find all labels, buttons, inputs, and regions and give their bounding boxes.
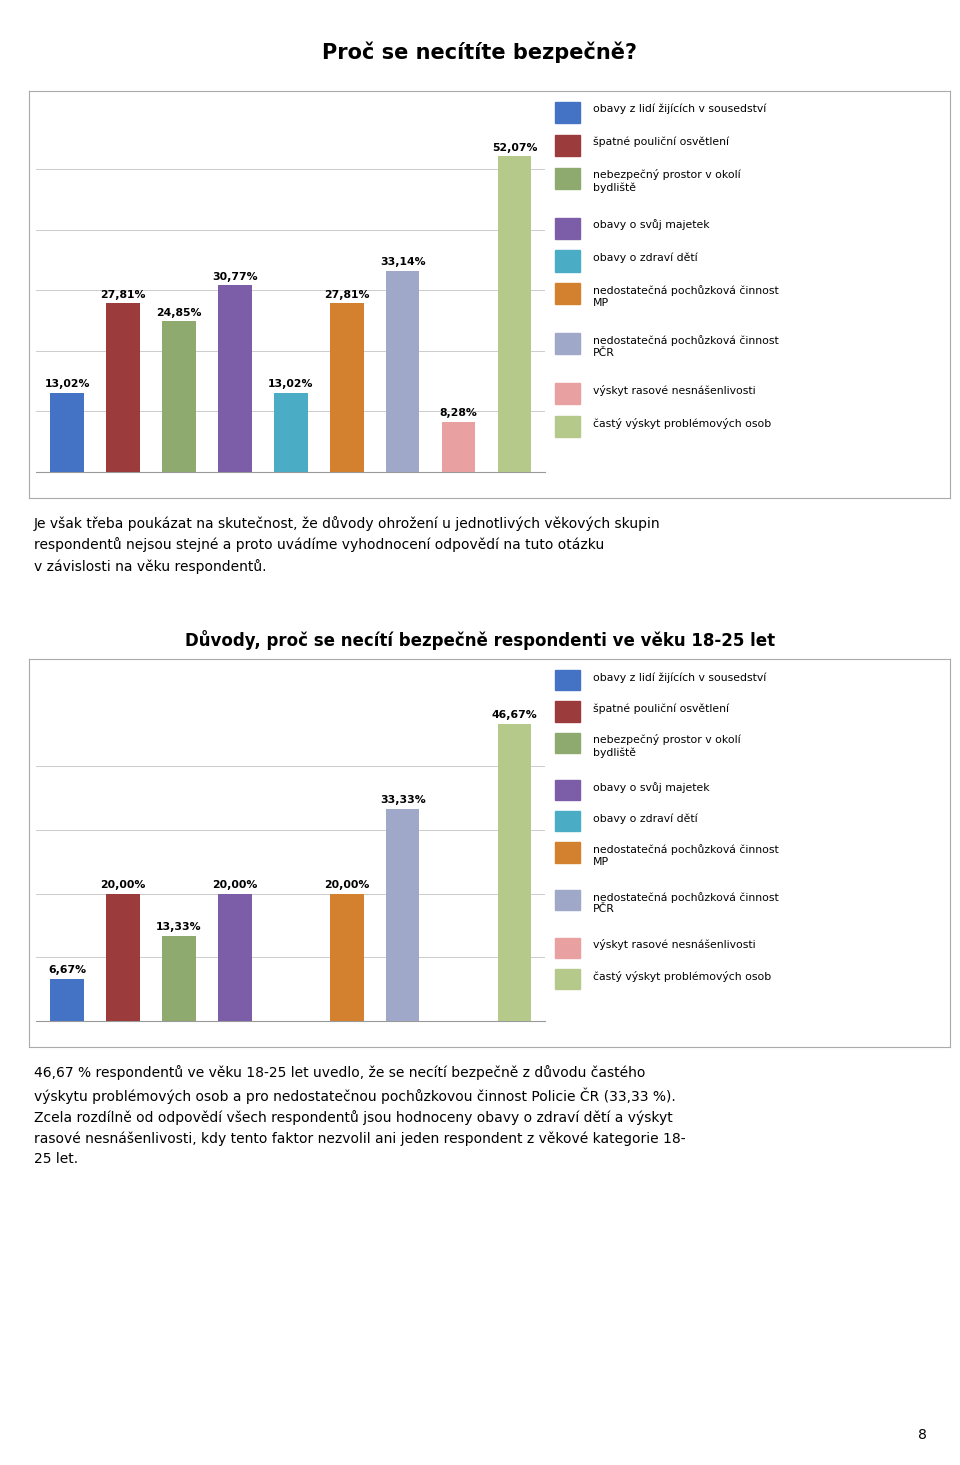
FancyBboxPatch shape <box>555 732 580 753</box>
Text: obavy o svůj majetek: obavy o svůj majetek <box>593 782 709 793</box>
FancyBboxPatch shape <box>555 283 580 305</box>
Text: 46,67%: 46,67% <box>492 709 538 719</box>
FancyBboxPatch shape <box>555 333 580 355</box>
FancyBboxPatch shape <box>555 938 580 958</box>
Bar <box>442 422 475 472</box>
Text: výskyt rasové nesnášenlivosti: výskyt rasové nesnášenlivosti <box>593 939 756 951</box>
Bar <box>497 157 531 472</box>
Bar <box>330 303 364 472</box>
Text: Důvody, proč se necítí bezpečně respondenti ve věku 18-25 let: Důvody, proč se necítí bezpečně responde… <box>185 630 775 650</box>
Text: 13,02%: 13,02% <box>44 379 90 390</box>
Text: nedostatečná pochůzková činnost
MP: nedostatečná pochůzková činnost MP <box>593 844 779 867</box>
FancyBboxPatch shape <box>555 167 580 189</box>
FancyBboxPatch shape <box>555 702 580 722</box>
Text: nedostatečná pochůzková činnost
PČR: nedostatečná pochůzková činnost PČR <box>593 892 779 914</box>
FancyBboxPatch shape <box>555 218 580 239</box>
FancyBboxPatch shape <box>555 671 580 690</box>
Text: 20,00%: 20,00% <box>101 880 146 889</box>
Text: nedostatečná pochůzková činnost
MP: nedostatečná pochůzková činnost MP <box>593 286 779 308</box>
Text: 27,81%: 27,81% <box>324 290 370 300</box>
Bar <box>107 303 140 472</box>
Text: 33,14%: 33,14% <box>380 258 425 268</box>
Text: častý výskyt problémových osob: častý výskyt problémových osob <box>593 418 772 429</box>
Bar <box>386 271 420 472</box>
FancyBboxPatch shape <box>555 416 580 437</box>
Text: 27,81%: 27,81% <box>101 290 146 300</box>
Text: nebezpečný prostor v okolí
bydliště: nebezpečný prostor v okolí bydliště <box>593 170 741 192</box>
Text: obavy z lidí žijících v sousedství: obavy z lidí žijících v sousedství <box>593 672 766 683</box>
Text: 20,00%: 20,00% <box>212 880 257 889</box>
Bar <box>330 894 364 1021</box>
Text: 33,33%: 33,33% <box>380 795 425 804</box>
FancyBboxPatch shape <box>555 135 580 155</box>
Text: 46,67 % respondentů ve věku 18-25 let uvedlo, že se necítí bezpečně z důvodu čas: 46,67 % respondentů ve věku 18-25 let uv… <box>34 1065 685 1166</box>
Bar <box>218 286 252 472</box>
Bar <box>386 809 420 1021</box>
Bar <box>107 894 140 1021</box>
Text: častý výskyt problémových osob: častý výskyt problémových osob <box>593 970 772 982</box>
Text: obavy o zdraví dětí: obavy o zdraví dětí <box>593 252 698 262</box>
Text: 6,67%: 6,67% <box>48 965 86 974</box>
FancyBboxPatch shape <box>555 842 580 863</box>
Text: obavy z lidí žijících v sousedství: obavy z lidí žijících v sousedství <box>593 104 766 114</box>
Text: 8: 8 <box>918 1427 926 1442</box>
Bar <box>51 979 84 1021</box>
Bar <box>162 936 196 1021</box>
Bar <box>218 894 252 1021</box>
Text: obavy o svůj majetek: obavy o svůj majetek <box>593 220 709 230</box>
Text: špatné pouliční osvětlení: špatné pouliční osvětlení <box>593 136 730 146</box>
FancyBboxPatch shape <box>555 968 580 989</box>
FancyBboxPatch shape <box>555 812 580 832</box>
Text: špatné pouliční osvětlení: špatné pouliční osvětlení <box>593 703 730 713</box>
Text: 52,07%: 52,07% <box>492 142 538 152</box>
FancyBboxPatch shape <box>555 251 580 271</box>
Text: Je však třeba poukázat na skutečnost, že důvody ohrožení u jednotlivých věkových: Je však třeba poukázat na skutečnost, že… <box>34 516 660 574</box>
FancyBboxPatch shape <box>555 891 580 910</box>
Text: 8,28%: 8,28% <box>440 407 477 418</box>
Text: 20,00%: 20,00% <box>324 880 370 889</box>
Text: 13,33%: 13,33% <box>156 923 202 932</box>
Text: nebezpečný prostor v okolí
bydliště: nebezpečný prostor v okolí bydliště <box>593 734 741 757</box>
FancyBboxPatch shape <box>555 103 580 123</box>
FancyBboxPatch shape <box>555 779 580 800</box>
Bar <box>51 393 84 472</box>
Bar <box>162 321 196 472</box>
FancyBboxPatch shape <box>555 384 580 404</box>
Text: výskyt rasové nesnášenlivosti: výskyt rasové nesnášenlivosti <box>593 385 756 396</box>
Text: obavy o zdraví dětí: obavy o zdraví dětí <box>593 813 698 823</box>
Bar <box>275 393 307 472</box>
Text: 24,85%: 24,85% <box>156 308 202 318</box>
Text: Proč se necítíte bezpečně?: Proč se necítíte bezpečně? <box>323 41 637 63</box>
Text: nedostatečná pochůzková činnost
PČR: nedostatečná pochůzková činnost PČR <box>593 335 779 357</box>
Bar <box>497 724 531 1021</box>
Text: 13,02%: 13,02% <box>268 379 314 390</box>
Text: 30,77%: 30,77% <box>212 272 258 281</box>
